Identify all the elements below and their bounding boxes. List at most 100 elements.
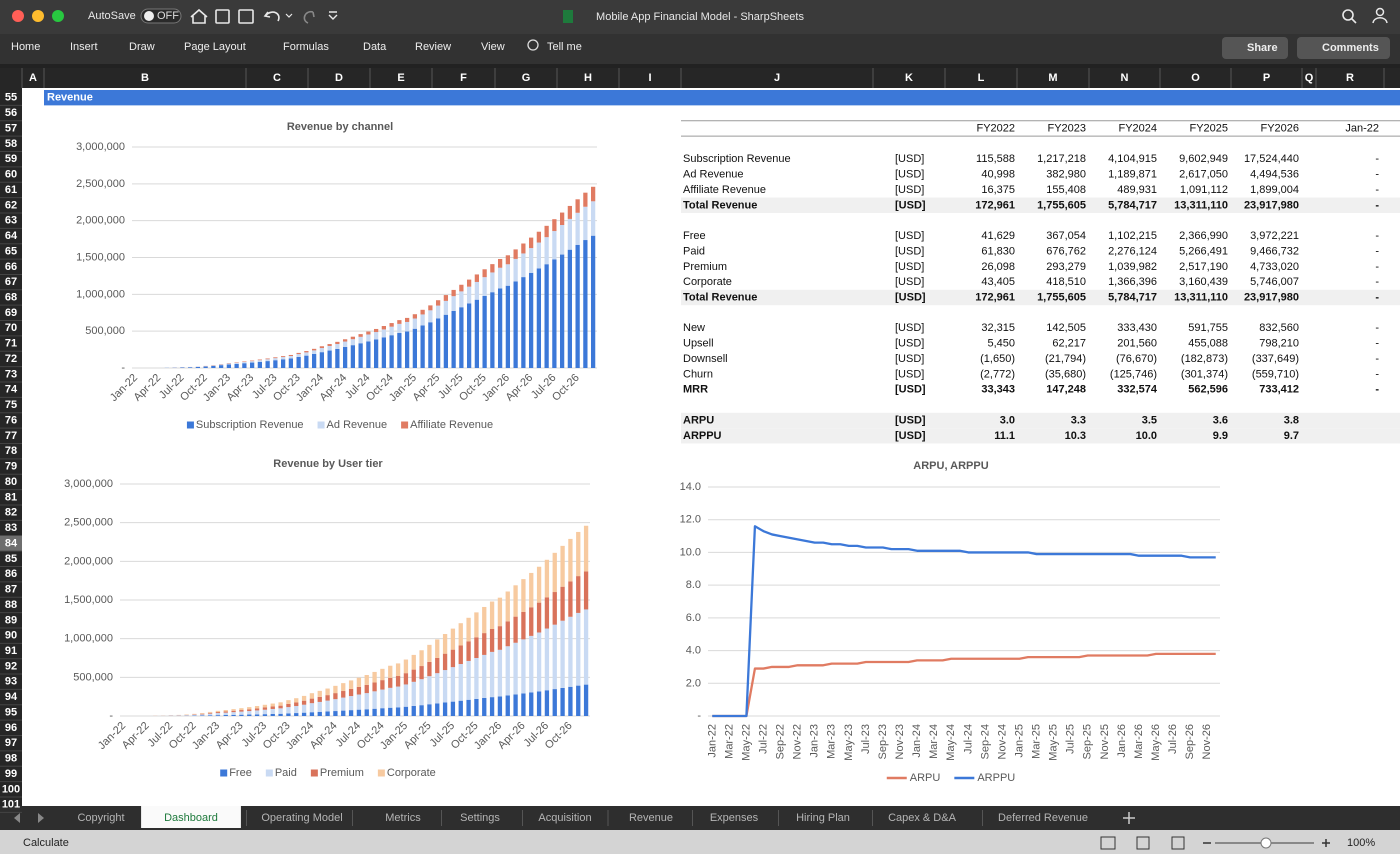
row-header[interactable]: 58 <box>5 138 17 150</box>
column-header[interactable]: Q <box>1305 72 1314 84</box>
row-header[interactable]: 60 <box>5 169 17 181</box>
row-header[interactable]: 86 <box>5 568 17 580</box>
column-header[interactable]: N <box>1121 72 1129 84</box>
sheet-tab[interactable]: Dashboard <box>164 812 218 824</box>
sheet-tab[interactable]: Capex & D&A <box>888 812 957 824</box>
column-header[interactable]: M <box>1048 72 1057 84</box>
row-header[interactable]: 70 <box>5 322 17 334</box>
prev-sheet[interactable] <box>14 813 20 823</box>
column-header[interactable]: L <box>978 72 985 84</box>
normal-view[interactable] <box>1100 836 1116 850</box>
column-header[interactable]: D <box>335 72 343 84</box>
close-button[interactable] <box>12 10 24 22</box>
row-header[interactable]: 99 <box>5 768 17 780</box>
row-header[interactable]: 85 <box>5 553 17 565</box>
row-header[interactable]: 66 <box>5 261 17 273</box>
row-header[interactable]: 101 <box>2 799 20 811</box>
row-header[interactable]: 65 <box>5 245 17 257</box>
row-header[interactable]: 71 <box>5 338 17 350</box>
tell-me[interactable]: Tell me <box>547 41 582 53</box>
row-header[interactable]: 96 <box>5 722 17 734</box>
ribbon-tab[interactable]: Home <box>11 41 40 53</box>
page-layout-view[interactable] <box>1136 836 1150 850</box>
row-header[interactable]: 89 <box>5 614 17 626</box>
row-header[interactable]: 79 <box>5 461 17 473</box>
add-sheet[interactable] <box>1123 812 1135 824</box>
account-icon[interactable] <box>1375 7 1385 17</box>
row-header[interactable]: 68 <box>5 291 17 303</box>
row-header[interactable]: 98 <box>5 753 17 765</box>
sheet-tab[interactable]: Settings <box>460 812 500 824</box>
next-sheet[interactable] <box>38 813 44 823</box>
row-header[interactable]: 80 <box>5 476 17 488</box>
row-header[interactable]: 97 <box>5 737 17 749</box>
column-header[interactable]: B <box>141 72 149 84</box>
column-header[interactable]: C <box>273 72 281 84</box>
row-header[interactable]: 56 <box>5 107 17 119</box>
sheet-tab[interactable]: Hiring Plan <box>796 812 850 824</box>
row-header[interactable]: 84 <box>5 537 18 549</box>
row-header[interactable]: 72 <box>5 353 17 365</box>
zoom-button[interactable] <box>52 10 64 22</box>
row-header[interactable]: 77 <box>5 430 17 442</box>
row-header[interactable]: 92 <box>5 660 17 672</box>
customize-icon[interactable] <box>328 11 338 20</box>
row-header[interactable]: 63 <box>5 215 17 227</box>
column-header[interactable]: J <box>774 72 780 84</box>
row-header[interactable]: 83 <box>5 522 17 534</box>
row-header[interactable]: 74 <box>5 384 18 396</box>
row-header[interactable]: 78 <box>5 445 17 457</box>
row-header[interactable]: 95 <box>5 706 17 718</box>
row-header[interactable]: 67 <box>5 276 17 288</box>
sheet-tab[interactable]: Revenue <box>629 812 673 824</box>
sheet-tab[interactable]: Acquisition <box>538 812 591 824</box>
column-header[interactable]: I <box>648 72 651 84</box>
search-icon[interactable] <box>1342 9 1354 21</box>
undo-icon[interactable] <box>263 11 280 22</box>
row-header[interactable]: 69 <box>5 307 17 319</box>
row-header[interactable]: 88 <box>5 599 17 611</box>
ribbon-tab[interactable]: Data <box>363 41 387 53</box>
row-header[interactable]: 55 <box>5 92 17 104</box>
column-header[interactable]: H <box>584 72 592 84</box>
row-header[interactable]: 87 <box>5 584 17 596</box>
zoom-knob[interactable] <box>1260 837 1272 849</box>
row-header[interactable]: 94 <box>5 691 18 703</box>
comments-button[interactable] <box>1297 37 1390 59</box>
ribbon-tab[interactable]: Draw <box>129 41 155 53</box>
column-header[interactable]: O <box>1191 72 1200 84</box>
ribbon-tab[interactable]: Review <box>415 41 451 53</box>
column-header[interactable]: A <box>29 72 37 84</box>
row-header[interactable]: 82 <box>5 507 17 519</box>
row-header[interactable]: 57 <box>5 122 17 134</box>
column-header[interactable]: E <box>397 72 404 84</box>
row-header[interactable]: 90 <box>5 630 17 642</box>
column-header[interactable]: P <box>1263 72 1270 84</box>
minimize-button[interactable] <box>32 10 44 22</box>
column-header[interactable]: K <box>905 72 913 84</box>
sheet-tab[interactable]: Deferred Revenue <box>998 812 1088 824</box>
redo-icon[interactable] <box>303 10 315 24</box>
row-header[interactable]: 75 <box>5 399 17 411</box>
column-header[interactable]: G <box>522 72 531 84</box>
ribbon-tab[interactable]: Formulas <box>283 41 329 53</box>
ribbon-tab[interactable]: View <box>481 41 505 53</box>
sheet-tab[interactable]: Operating Model <box>261 812 342 824</box>
home-icon[interactable] <box>190 8 208 24</box>
row-header[interactable]: 73 <box>5 368 17 380</box>
row-header[interactable]: 91 <box>5 645 17 657</box>
row-header[interactable]: 81 <box>5 491 17 503</box>
ribbon-tab[interactable]: Page Layout <box>184 41 246 53</box>
page-break-view[interactable] <box>1171 836 1185 850</box>
column-header[interactable]: F <box>460 72 467 84</box>
row-header[interactable]: 76 <box>5 414 17 426</box>
row-header[interactable]: 93 <box>5 676 17 688</box>
row-header[interactable]: 61 <box>5 184 17 196</box>
sheet-tab[interactable]: Copyright <box>77 812 124 824</box>
zoom-in[interactable] <box>1322 839 1330 847</box>
row-header[interactable]: 62 <box>5 199 17 211</box>
sheet-tab[interactable]: Expenses <box>710 812 759 824</box>
undo-menu[interactable] <box>285 13 293 18</box>
edit-icon[interactable] <box>238 9 254 24</box>
share-button[interactable] <box>1222 37 1288 59</box>
